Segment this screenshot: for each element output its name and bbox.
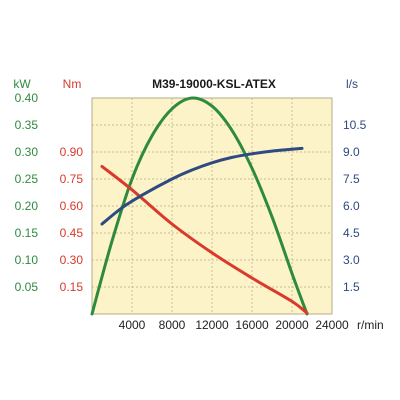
chart-title: M39-19000-KSL-ATEX	[152, 77, 276, 91]
kw-tick-label: 0.20	[15, 199, 39, 213]
ls-tick-label: 3.0	[343, 253, 360, 267]
x-tick-label: 20000	[275, 318, 309, 332]
kw-tick-label: 0.05	[15, 280, 39, 294]
nm-tick-label: 0.45	[60, 226, 84, 240]
ls-tick-label: 1.5	[343, 280, 360, 294]
tick-labels: 4000 8000 12000 16000 20000 24000 0.05 0.10 0.15…	[15, 91, 367, 332]
kw-tick-label: 0.15	[15, 226, 39, 240]
nm-tick-label: 0.90	[60, 145, 84, 159]
torque-curve-nm	[100, 164, 309, 315]
kw-axis-unit: kW	[13, 77, 31, 91]
ls-tick-label: 4.5	[343, 226, 360, 240]
nm-tick-label: 0.60	[60, 199, 84, 213]
nm-tick-label: 0.30	[60, 253, 84, 267]
x-tick-label: 16000	[235, 318, 269, 332]
kw-tick-label: 0.35	[15, 118, 39, 132]
x-tick-label: 24000	[315, 318, 349, 332]
nm-tick-label: 0.15	[60, 280, 84, 294]
kw-tick-label: 0.40	[15, 91, 39, 105]
airflow-curve-ls	[100, 146, 304, 226]
nm-axis-unit: Nm	[63, 77, 82, 91]
ls-tick-label: 10.5	[343, 118, 367, 132]
kw-tick-label: 0.10	[15, 253, 39, 267]
x-tick-label: 12000	[195, 318, 229, 332]
nm-tick-label: 0.75	[60, 172, 84, 186]
power-curve-kw	[90, 96, 309, 316]
ls-tick-label: 6.0	[343, 199, 360, 213]
kw-tick-label: 0.25	[15, 172, 39, 186]
series-group	[90, 96, 309, 316]
ls-tick-label: 9.0	[343, 145, 360, 159]
x-axis-unit: r/min	[357, 318, 384, 332]
kw-tick-label: 0.30	[15, 145, 39, 159]
x-tick-label: 4000	[119, 318, 146, 332]
ls-tick-label: 7.5	[343, 172, 360, 186]
x-tick-label: 8000	[159, 318, 186, 332]
ls-axis-unit: l/s	[346, 77, 358, 91]
